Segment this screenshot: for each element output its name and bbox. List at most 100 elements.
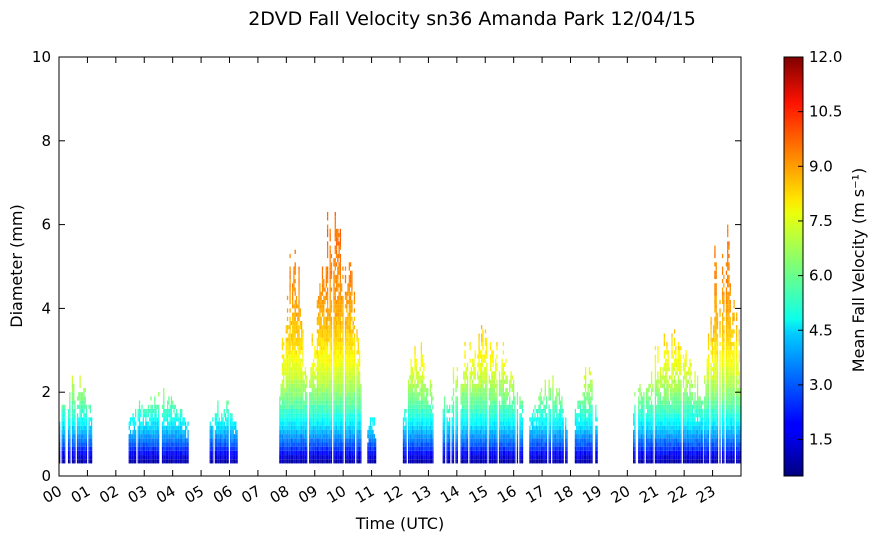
heatmap-cell	[279, 442, 281, 447]
heatmap-cell	[316, 392, 319, 397]
heatmap-cell	[323, 375, 325, 380]
heatmap-cell	[88, 417, 90, 422]
heatmap-cell	[477, 421, 479, 426]
heatmap-cell	[443, 396, 446, 401]
heatmap-cell	[347, 341, 349, 347]
heatmap-cell	[418, 400, 420, 405]
heatmap-cell	[62, 438, 65, 443]
heatmap-cell	[333, 425, 335, 430]
heatmap-cell	[416, 450, 419, 456]
heatmap-cell	[344, 400, 347, 405]
heatmap-cell	[329, 367, 331, 372]
heatmap-cell	[170, 425, 173, 430]
heatmap-cell	[346, 446, 348, 451]
heatmap-cell	[446, 438, 448, 443]
heatmap-cell	[456, 459, 458, 464]
heatmap-cell	[337, 408, 339, 414]
heatmap-cell	[142, 442, 144, 447]
heatmap-cell	[330, 329, 333, 334]
heatmap-cell	[347, 450, 349, 456]
heatmap-cell	[151, 446, 153, 451]
heatmap-cell	[419, 421, 421, 426]
heatmap-cell	[69, 413, 71, 418]
heatmap-cell	[353, 316, 356, 321]
heatmap-cell	[495, 442, 497, 447]
heatmap-cell	[316, 434, 319, 439]
heatmap-cell	[352, 404, 354, 409]
heatmap-cell	[432, 417, 434, 422]
heatmap-cell	[347, 320, 349, 326]
heatmap-cell	[486, 371, 488, 376]
heatmap-cell	[509, 400, 511, 405]
heatmap-cell	[477, 383, 479, 389]
heatmap-cell	[312, 438, 315, 443]
heatmap-cell	[529, 442, 531, 447]
heatmap-cell	[168, 408, 170, 414]
heatmap-cell	[316, 329, 319, 334]
heatmap-cell	[466, 425, 469, 430]
heatmap-cell	[82, 438, 84, 443]
heatmap-cell	[358, 358, 361, 363]
heatmap-cell	[321, 450, 324, 456]
heatmap-cell	[544, 450, 546, 456]
heatmap-cell	[420, 455, 423, 460]
heatmap-cell	[335, 379, 338, 384]
heatmap-cell	[473, 434, 475, 439]
heatmap-cell	[473, 383, 475, 389]
heatmap-cell	[214, 455, 216, 460]
heatmap-cell	[498, 400, 501, 405]
heatmap-cell	[335, 337, 338, 342]
heatmap-cell	[344, 379, 347, 384]
heatmap-cell	[323, 279, 325, 284]
heatmap-cell	[341, 283, 343, 288]
heatmap-cell	[351, 346, 353, 351]
heatmap-cell	[335, 320, 338, 326]
heatmap-cell	[323, 283, 325, 288]
heatmap-cell	[217, 429, 219, 435]
heatmap-cell	[479, 459, 481, 464]
heatmap-cell	[150, 408, 152, 414]
heatmap-cell	[318, 354, 320, 359]
heatmap-cell	[464, 371, 466, 376]
heatmap-cell	[479, 350, 481, 355]
heatmap-cell	[329, 262, 331, 267]
heatmap-cell	[78, 455, 80, 460]
heatmap-cell	[333, 371, 335, 376]
heatmap-cell	[175, 417, 178, 422]
heatmap-cell	[297, 425, 299, 430]
heatmap-cell	[298, 388, 300, 393]
heatmap-cell	[174, 438, 176, 443]
heatmap-cell	[455, 396, 457, 401]
heatmap-cell	[326, 216, 329, 221]
heatmap-cell	[519, 459, 521, 464]
heatmap-cell	[353, 459, 356, 464]
heatmap-cell	[337, 253, 339, 259]
heatmap-cell	[323, 358, 325, 363]
heatmap-cell	[505, 358, 507, 363]
heatmap-cell	[325, 375, 327, 380]
heatmap-cell	[538, 429, 540, 435]
heatmap-cell	[347, 325, 349, 330]
heatmap-cell	[492, 434, 494, 439]
heatmap-cell	[422, 375, 424, 380]
heatmap-cell	[509, 421, 511, 426]
heatmap-cell	[324, 371, 326, 376]
heatmap-cell	[535, 442, 537, 447]
heatmap-cell	[407, 429, 410, 435]
heatmap-cell	[430, 392, 433, 397]
heatmap-cell	[330, 434, 333, 439]
heatmap-cell	[329, 455, 331, 460]
heatmap-cell	[294, 304, 296, 309]
heatmap-cell	[335, 400, 338, 405]
heatmap-cell	[309, 417, 311, 422]
heatmap-cell	[349, 262, 352, 267]
heatmap-cell	[474, 459, 476, 464]
heatmap-cell	[83, 442, 85, 447]
heatmap-cell	[491, 396, 493, 401]
heatmap-cell	[521, 429, 524, 435]
heatmap-cell	[451, 425, 453, 430]
heatmap-cell	[328, 337, 330, 342]
heatmap-cell	[409, 392, 411, 397]
heatmap-cell	[318, 408, 320, 414]
heatmap-cell	[292, 325, 294, 330]
